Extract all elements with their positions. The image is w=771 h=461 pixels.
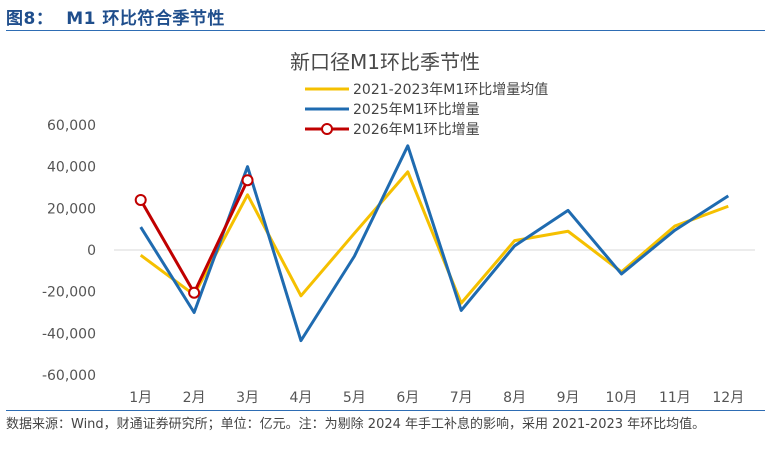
x-tick-label: 8月 — [503, 390, 526, 406]
legend-label: 2025年M1环比增量 — [353, 102, 480, 118]
x-tick-label: 12月 — [712, 390, 744, 406]
x-tick-label: 9月 — [557, 390, 580, 406]
series-line-3 — [139, 179, 249, 295]
top-rule — [6, 30, 765, 31]
bottom-rule — [6, 410, 765, 411]
data-point — [134, 194, 147, 206]
x-tick-label: 4月 — [289, 390, 312, 406]
chart-legend: 2021-2023年M1环比增量均值 2025年M1环比增量 2026年M1环比增量 — [305, 82, 548, 138]
figure-title: 图8： M1 环比符合季节性 — [6, 4, 225, 29]
data-point — [188, 286, 201, 299]
series-line-2 — [139, 144, 730, 343]
x-tick-label: 11月 — [659, 390, 691, 406]
y-tick-label: -40,000 — [42, 326, 96, 342]
series-group — [134, 144, 730, 343]
x-tick-label: 7月 — [450, 390, 473, 406]
chart-title: 新口径M1环比季节性 — [290, 50, 480, 74]
figure-heading: M1 环比符合季节性 — [66, 9, 225, 29]
y-axis: 60,000 40,000 20,000 0 -20,000 -40,000 -60,000 — [42, 118, 755, 384]
legend-marker — [321, 123, 333, 135]
y-tick-label: 0 — [87, 243, 96, 259]
x-tick-label: 1月 — [129, 390, 152, 406]
x-tick-label: 5月 — [343, 390, 366, 406]
y-tick-label: -60,000 — [42, 368, 96, 384]
x-tick-label: 10月 — [606, 390, 638, 406]
legend-label: 2021-2023年M1环比增量均值 — [353, 82, 548, 98]
source-note: 数据来源：Wind，财通证券研究所；单位：亿元。注：为剔除 2024 年手工补息… — [6, 417, 706, 432]
series-line-1 — [139, 170, 729, 305]
x-tick-label: 3月 — [236, 390, 259, 406]
line-chart: 新口径M1环比季节性 2021-2023年M1环比增量均值 2025年M1环比增量… — [42, 50, 755, 406]
figure-label: 图8： — [6, 9, 54, 29]
y-tick-label: 60,000 — [47, 118, 96, 134]
y-tick-label: 40,000 — [47, 160, 96, 176]
y-tick-label: 20,000 — [47, 201, 96, 217]
data-point — [241, 174, 254, 187]
x-axis: 1月 2月 3月 4月 5月 6月 7月 8月 9月 10月 11月 12月 — [129, 390, 744, 406]
x-tick-label: 2月 — [183, 390, 206, 406]
y-tick-label: -20,000 — [42, 285, 96, 301]
x-tick-label: 6月 — [396, 390, 419, 406]
legend-label: 2026年M1环比增量 — [353, 122, 480, 138]
